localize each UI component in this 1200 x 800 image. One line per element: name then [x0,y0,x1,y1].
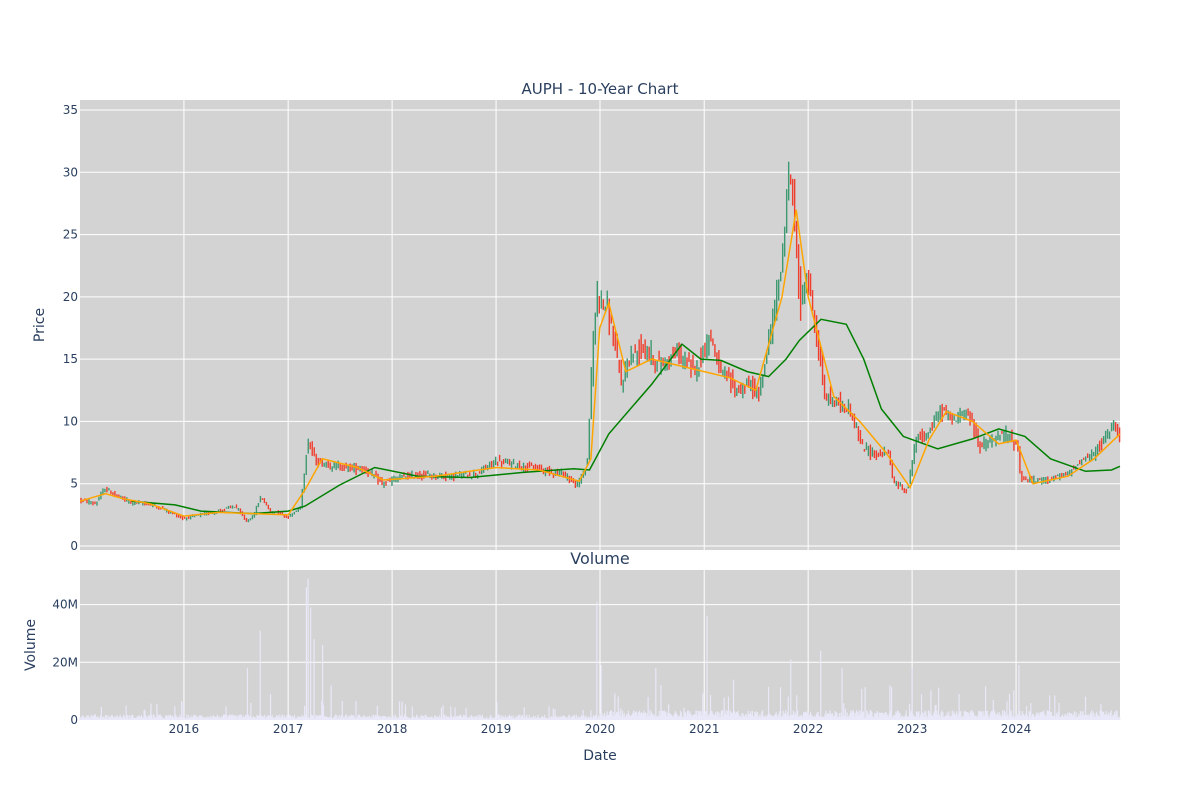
price-y-tick-label: 20 [63,290,78,304]
price-y-ticks: 0 5 10 15 20 25 30 35 [63,103,78,553]
ma-long-line [131,318,1121,515]
volume-chart-title: Volume [570,549,630,568]
x-axis-title: Date [583,748,616,764]
volume-x-ticks: 2016 2017 2018 2019 2020 2021 2022 2023 2024 [169,722,1032,736]
volume-x-tick-label: 2024 [1001,722,1032,736]
price-chart-title: AUPH - 10-Year Chart [522,80,679,98]
volume-y-tick-label: 20M [52,655,78,669]
volume-y-ticks: 0 20M 40M [52,598,78,727]
volume-x-tick-label: 2019 [481,722,512,736]
volume-x-tick-label: 2021 [689,722,720,736]
volume-x-tick-label: 2016 [169,722,200,736]
ma-short-line [79,209,1121,517]
volume-y-axis-title: Volume [23,619,39,671]
price-y-tick-label: 10 [63,414,78,428]
volume-x-tick-label: 2020 [585,722,616,736]
price-y-tick-label: 25 [63,228,78,242]
price-y-axis-title: Price [32,308,48,342]
price-y-tick-label: 5 [70,477,78,491]
volume-x-tick-label: 2017 [273,722,304,736]
price-y-tick-label: 35 [63,103,78,117]
price-y-tick-label: 15 [63,352,78,366]
price-y-tick-label: 0 [70,539,78,553]
volume-x-tick-label: 2023 [897,722,928,736]
volume-x-tick-label: 2018 [377,722,408,736]
volume-bars [79,578,1121,720]
volume-y-tick-label: 0 [70,713,78,727]
volume-x-tick-label: 2022 [793,722,824,736]
price-y-tick-label: 30 [63,165,78,179]
volume-y-tick-label: 40M [52,598,78,612]
